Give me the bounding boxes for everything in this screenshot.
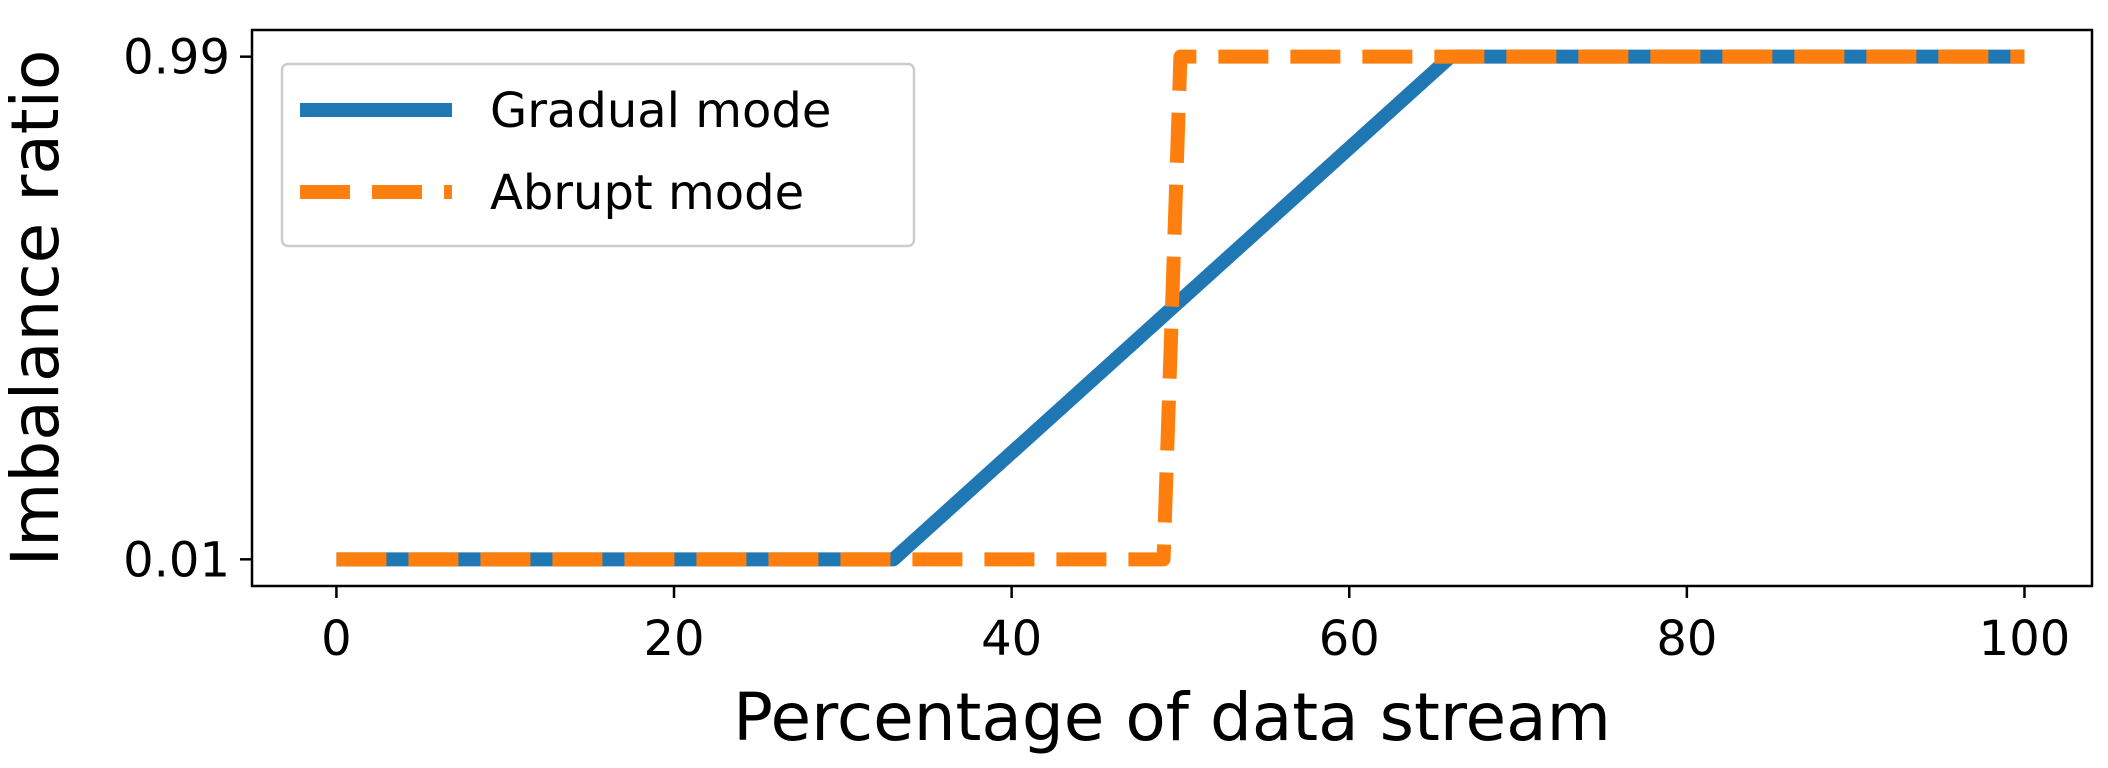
x-tick-label: 20 <box>643 611 704 667</box>
y-axis-title: Imbalance ratio <box>0 50 74 567</box>
series-line-2 <box>336 49 2025 567</box>
x-tick-label: 60 <box>1319 611 1380 667</box>
legend: Gradual mode Abrupt mode <box>280 62 916 248</box>
y-tick-label: 0.99 <box>123 30 230 86</box>
x-tick-label: 100 <box>1979 611 2071 667</box>
legend-label-1: Gradual mode <box>490 83 831 139</box>
axis-layer: 0 20 40 60 80 100 0.01 0.99 <box>123 30 2070 667</box>
plot-frame <box>250 28 2094 588</box>
x-axis-title: Percentage of data stream <box>733 679 1611 756</box>
y-tick-label: 0.01 <box>123 532 230 588</box>
x-tick-label: 40 <box>981 611 1042 667</box>
legend-label-2: Abrupt mode <box>490 165 804 221</box>
x-tick-label: 0 <box>321 611 352 667</box>
series-layer <box>336 49 2025 567</box>
x-tick-label: 80 <box>1656 611 1717 667</box>
